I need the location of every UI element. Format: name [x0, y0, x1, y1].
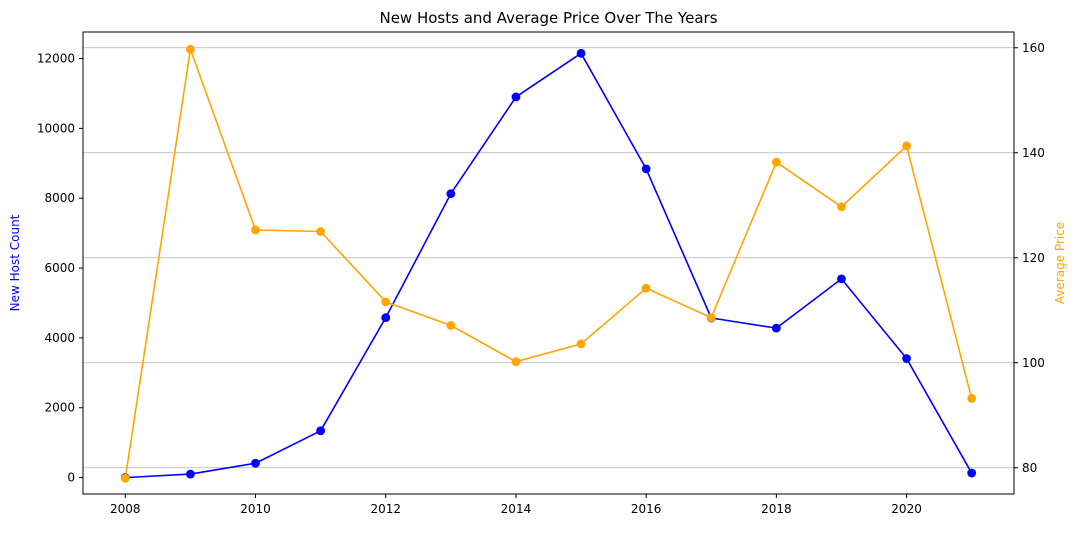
- data-point-average-price: [186, 44, 195, 54]
- data-point-new-host-count: [967, 468, 977, 478]
- data-point-new-host-count: [576, 48, 586, 58]
- data-point-new-host-count: [316, 426, 326, 436]
- x-tick-label: 2010: [240, 502, 271, 516]
- data-point-new-host-count: [641, 164, 651, 174]
- right-y-tick-label: 160: [1022, 41, 1045, 55]
- data-point-average-price: [706, 313, 716, 322]
- series-line-average-price: [124, 48, 973, 479]
- left-axis-label: New Host Count: [8, 214, 22, 311]
- x-tick-label: 2020: [891, 502, 922, 516]
- plot-frame: [82, 31, 1015, 495]
- series-layer: [120, 44, 977, 483]
- left-y-tick-label: 6000: [44, 261, 75, 275]
- data-point-average-price: [446, 321, 456, 330]
- data-point-average-price: [902, 141, 911, 151]
- x-tick-label: 2014: [501, 502, 532, 516]
- data-point-new-host-count: [381, 313, 391, 323]
- left-y-tick-label: 2000: [44, 401, 75, 415]
- data-point-new-host-count: [186, 469, 195, 479]
- data-point-average-price: [641, 283, 651, 293]
- right-axis-label: Average Price: [1053, 222, 1067, 304]
- axis-layer: 2008 2010 2012 2014 2016 2018 2020 0 2000 4000 600…: [37, 41, 1045, 516]
- right-y-tick-label: 140: [1022, 146, 1045, 160]
- left-y-tick-label: 12000: [37, 52, 75, 66]
- chart-title: New Hosts and Average Price Over The Yea…: [379, 9, 717, 27]
- data-point-new-host-count: [446, 189, 456, 199]
- x-tick-label: 2018: [761, 502, 792, 516]
- left-y-tick-label: 4000: [44, 331, 75, 345]
- x-tick-label: 2012: [370, 502, 401, 516]
- left-y-tick-label: 10000: [37, 121, 75, 135]
- right-y-tick-label: 100: [1022, 356, 1045, 370]
- left-y-tick-label: 8000: [44, 191, 75, 205]
- data-point-average-price: [837, 202, 846, 212]
- data-point-new-host-count: [837, 274, 846, 284]
- data-point-average-price: [316, 227, 326, 236]
- left-y-tick-label: 0: [67, 471, 75, 485]
- data-point-new-host-count: [902, 354, 911, 363]
- x-tick-label: 2016: [631, 502, 662, 516]
- data-point-average-price: [251, 225, 260, 235]
- grid-layer: [83, 47, 1014, 469]
- data-point-new-host-count: [251, 458, 260, 468]
- x-tick-label: 2008: [110, 502, 141, 516]
- data-point-average-price: [120, 473, 130, 483]
- data-point-new-host-count: [511, 92, 521, 102]
- data-point-average-price: [771, 157, 781, 167]
- right-y-tick-label: 120: [1022, 251, 1045, 265]
- data-point-new-host-count: [771, 323, 781, 333]
- data-point-average-price: [511, 357, 521, 367]
- data-point-average-price: [576, 339, 586, 349]
- data-point-average-price: [967, 394, 977, 403]
- right-y-tick-label: 80: [1022, 461, 1037, 475]
- series-line-new-host-count: [125, 52, 973, 479]
- data-point-average-price: [381, 297, 391, 307]
